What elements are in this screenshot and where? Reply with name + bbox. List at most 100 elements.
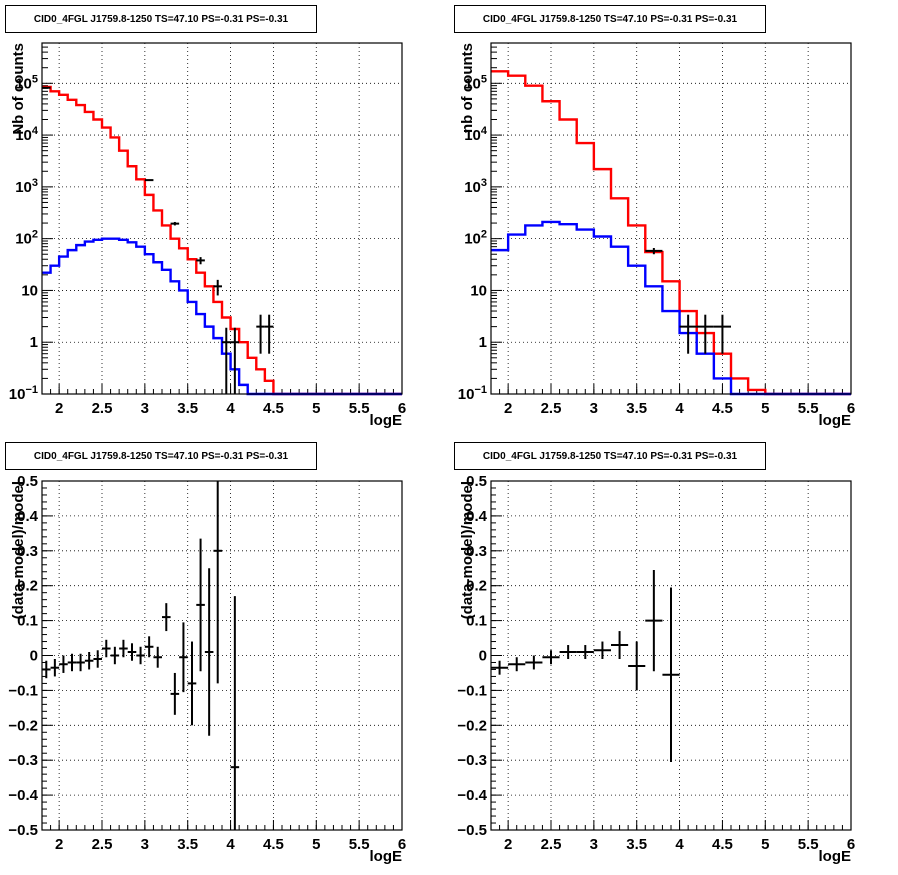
panel-title-top-right: CID0_4FGL J1759.8-1250 TS=47.10 PS=-0.31… [454,5,766,33]
y-tick-label: 0.3 [466,543,487,560]
y-tick-label: −0.2 [8,717,38,734]
y-tick-label: 0.4 [466,508,488,525]
x-axis-label: logE [819,412,852,429]
panel-title-bottom-right: CID0_4FGL J1759.8-1250 TS=47.10 PS=-0.31… [454,442,766,470]
y-tick-label: 0.2 [17,578,38,595]
x-axis-label: logE [370,412,403,429]
histogram-line-red [491,70,851,396]
x-tick-label: 5 [761,400,769,417]
y-tick-label: −0.1 [8,682,38,699]
y-tick-label: 0.1 [466,613,487,630]
y-tick-label: 103 [464,177,487,196]
x-tick-label: 5.5 [798,836,819,853]
x-tick-label: 4 [226,836,235,853]
x-tick-label: 6 [847,836,855,853]
x-tick-label: 4 [226,400,235,417]
x-tick-label: 5 [761,836,769,853]
x-axis-label: logE [819,848,852,865]
chart-panel-bl: 2 2.5 3 3.5 4 4.5 5 5.5 6 −0.5 −0.4 −0.3 −0.2 −0.1 0 0.… [8,473,406,865]
y-tick-label: −0.5 [8,822,38,839]
x-tick-label: 3.5 [177,400,198,417]
x-tick-label: 2.5 [92,836,113,853]
y-tick-label: 105 [15,73,38,92]
histogram-line-blue [491,220,851,396]
data-points [42,86,274,394]
plot-frame [41,42,403,395]
panel-title-bottom-left: CID0_4FGL J1759.8-1250 TS=47.10 PS=-0.31… [5,442,317,470]
x-tick-label: 4.5 [263,400,284,417]
chart-panel-br: 2 2.5 3 3.5 4 4.5 5 5.5 6 −0.5 −0.4 −0.3 −0.2 −0.1 0 0.… [457,473,855,865]
y-tick-label: −0.3 [8,752,38,769]
grid-lines [42,480,403,831]
y-tick-label: 0.2 [466,578,487,595]
y-tick-label: −0.4 [457,787,487,804]
x-tick-label: 3 [590,400,598,417]
x-tick-label: 2 [55,400,63,417]
x-tick-label: 3.5 [626,400,647,417]
chart-panel-tl: 2 2.5 3 3.5 4 4.5 5 5.5 6 10−1 1 10 102 103 104 105 logE… [9,42,406,429]
x-tick-label: 5.5 [349,400,370,417]
y-tick-label: 102 [464,229,487,248]
x-tick-label: 2.5 [541,836,562,853]
y-tick-label: 0.3 [17,543,38,560]
panel-title-top-left: CID0_4FGL J1759.8-1250 TS=47.10 PS=-0.31… [5,5,317,33]
y-tick-label: 0.5 [17,473,38,490]
y-tick-label: −0.4 [8,787,38,804]
x-tick-label: 4.5 [712,836,733,853]
plot-frame [490,42,852,395]
x-tick-label: 4.5 [712,400,733,417]
y-tick-label: −0.3 [457,752,487,769]
x-tick-label: 6 [398,836,406,853]
y-tick-label: 0.1 [17,613,38,630]
y-tick-label: 10 [21,282,38,299]
y-tick-label: 1 [30,334,38,351]
x-axis-label: logE [370,848,403,865]
y-tick-label: 104 [15,125,39,144]
x-tick-label: 5.5 [798,400,819,417]
y-tick-label: 103 [15,177,38,196]
x-tick-label: 4 [675,400,684,417]
y-axis-label: nb of counts [459,43,476,133]
x-tick-label: 3 [141,836,149,853]
y-tick-label: 105 [464,73,487,92]
x-tick-label: 6 [847,400,855,417]
grid-lines [491,43,852,395]
x-tick-label: 2.5 [541,400,562,417]
y-tick-label: 0.4 [17,508,39,525]
plot-frame [41,480,403,831]
y-tick-label: 0.5 [466,473,487,490]
x-tick-label: 5 [312,400,320,417]
x-tick-label: 3 [590,836,598,853]
x-tick-label: 3.5 [626,836,647,853]
y-tick-label: 0 [479,648,487,665]
x-tick-label: 2 [504,400,512,417]
plot-frame [490,480,852,831]
y-tick-label: 10−1 [458,384,487,403]
data-points [645,247,731,354]
chart-panel-tr: 2 2.5 3 3.5 4 4.5 5 5.5 6 10−1 1 10 102 103 104 105 logE… [458,42,855,429]
y-tick-label: −0.5 [457,822,487,839]
y-axis-label: Nb of counts [10,43,27,135]
y-tick-label: 1 [479,334,487,351]
x-tick-label: 2.5 [92,400,113,417]
x-tick-label: 4 [675,836,684,853]
data-points [42,481,240,830]
y-tick-label: 10−1 [9,384,38,403]
y-tick-label: −0.1 [457,682,487,699]
y-tick-label: −0.2 [457,717,487,734]
x-tick-label: 2 [55,836,63,853]
x-tick-label: 5.5 [349,836,370,853]
y-tick-label: 104 [464,125,488,144]
x-tick-label: 4.5 [263,836,284,853]
x-tick-label: 5 [312,836,320,853]
x-tick-label: 3 [141,400,149,417]
y-tick-label: 102 [15,229,38,248]
data-points [491,569,680,762]
y-axis-label: (data-model)/model [10,481,27,619]
x-tick-label: 2 [504,836,512,853]
y-axis-label: (data-model)/model [459,481,476,619]
x-tick-label: 6 [398,400,406,417]
y-tick-label: 10 [470,282,487,299]
x-tick-label: 3.5 [177,836,198,853]
